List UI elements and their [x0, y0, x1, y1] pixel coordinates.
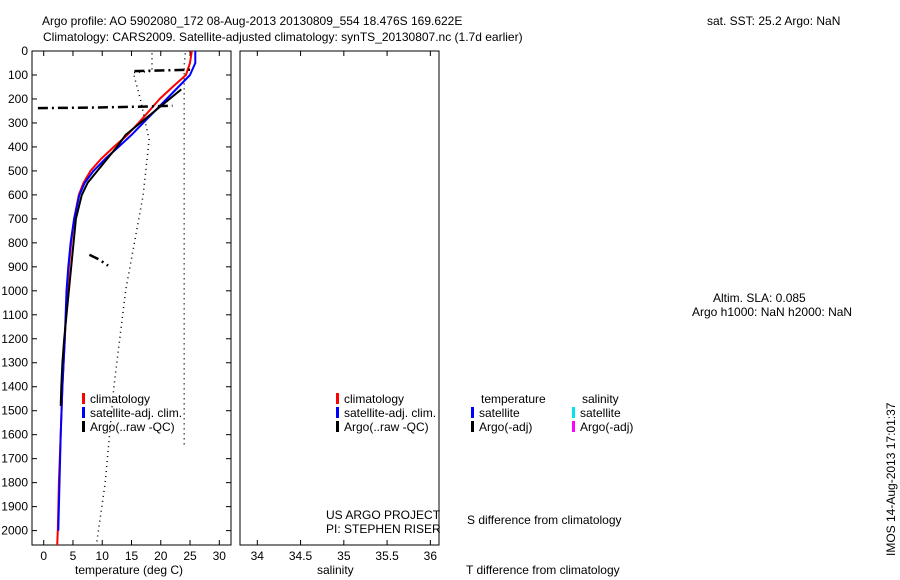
y-tick-label: 400	[8, 140, 28, 154]
y-tick-label: 1100	[2, 308, 28, 322]
plot-frame	[239, 50, 440, 546]
series-line-argo-raw-qc-	[59, 88, 182, 406]
x-tick-label: 25	[183, 549, 197, 563]
legend-item-argo: Argo(..raw -QC)	[82, 420, 182, 434]
x-tick-label: 35.5	[375, 549, 399, 563]
temperature-legend: climatology satellite-adj. clim. Argo(..…	[82, 392, 182, 434]
y-tick-label: 0	[21, 44, 28, 58]
x-tick-label: 34	[251, 549, 265, 563]
legend-item-satellite: satellite-adj. clim.	[336, 406, 436, 420]
figure-title-line1: Argo profile: AO 5902080_172 08-Aug-2013…	[42, 14, 463, 28]
y-tick-label: 300	[8, 116, 28, 130]
salinity-legend: climatology satellite-adj. clim. Argo(..…	[336, 392, 436, 434]
y-tick-label: 100	[8, 68, 28, 82]
x-tick-label: 15	[125, 549, 139, 563]
series-line-satellite-adj-clim-	[57, 51, 197, 531]
y-tick-label: 800	[8, 236, 28, 250]
y-tick-label: 1800	[1, 476, 28, 490]
series-line-argo-bad-240	[37, 104, 173, 110]
legend-item-argo: Argo(-adj)	[471, 420, 546, 434]
legend-item-satellite: satellite	[471, 406, 546, 420]
difference-legend-temperature: temperature satellite Argo(-adj)	[471, 392, 546, 434]
y-tick-label: 1600	[1, 428, 28, 442]
legend-swatch-cyan	[572, 407, 575, 418]
difference-x2label: S difference from climatology	[467, 513, 622, 527]
sst-map-title: sat. SST: 25.2 Argo: NaN	[707, 14, 841, 28]
series-line-argo-bad-870	[88, 253, 109, 267]
salinity-panel: 34 34.5 35 35.5 36	[239, 50, 440, 563]
x-tick-label: 30	[213, 549, 227, 563]
x-tick-label: 35	[337, 549, 351, 563]
y-tick-label: 700	[8, 212, 28, 226]
y-tick-label: 500	[8, 164, 28, 178]
y-tick-label: 1900	[1, 500, 28, 514]
y-tick-label: 900	[8, 260, 28, 274]
y-tick-label: 2000	[1, 524, 28, 538]
temperature-panel: 0 5 10 15 20 25 300100200300400500600700800900…	[1, 44, 232, 563]
series-line-range-right	[183, 53, 187, 447]
temperature-xlabel: temperature (deg C)	[75, 563, 184, 577]
timestamp-stamp: IMOS 14-Aug-2013 17:01:37	[884, 402, 898, 556]
legend-swatch-magenta	[572, 421, 575, 432]
y-tick-label: 600	[8, 188, 28, 202]
sla-map-subtitle: Argo h1000: NaN h2000: NaN	[692, 305, 853, 319]
plot-frame	[31, 50, 232, 546]
series-group	[37, 51, 197, 545]
x-tick-label: 36	[424, 549, 438, 563]
y-tick-label: 1300	[1, 356, 28, 370]
legend-swatch-black	[82, 421, 85, 432]
legend-item-satellite: satellite-adj. clim.	[82, 406, 182, 420]
legend-item-climatology: climatology	[82, 392, 182, 406]
x-tick-label: 20	[154, 549, 168, 563]
legend-swatch-blue	[82, 407, 85, 418]
series-line-argo-bad-100	[134, 68, 191, 73]
salinity-xlabel: salinity	[317, 563, 354, 577]
annotation-pi: PI: STEPHEN RISER	[326, 522, 441, 536]
difference-xlabel: T difference from climatology	[466, 563, 620, 577]
y-tick-label: 200	[8, 92, 28, 106]
legend-swatch-blue	[471, 407, 474, 418]
sla-map-title: Altim. SLA: 0.085	[713, 291, 806, 305]
x-tick-label: 0	[40, 549, 47, 563]
y-tick-label: 1000	[1, 284, 28, 298]
legend-swatch-red	[82, 393, 85, 404]
y-tick-label: 1200	[1, 332, 28, 346]
y-tick-label: 1700	[1, 452, 28, 466]
legend-group-title: salinity	[582, 392, 619, 406]
legend-item-argo: Argo(..raw -QC)	[336, 420, 436, 434]
legend-item-satellite-salinity: satellite	[572, 406, 633, 420]
figure-title-line2: Climatology: CARS2009. Satellite-adjuste…	[43, 30, 523, 44]
legend-swatch-black	[471, 421, 474, 432]
legend-group-title: temperature	[481, 392, 546, 406]
y-tick-label: 1400	[1, 380, 28, 394]
annotation-project: US ARGO PROJECT	[326, 508, 441, 522]
legend-swatch-red	[336, 393, 339, 404]
x-tick-label: 34.5	[289, 549, 313, 563]
legend-swatch-blue	[336, 407, 339, 418]
y-tick-label: 1500	[1, 404, 28, 418]
legend-item-argo-salinity: Argo(-adj)	[572, 420, 633, 434]
x-tick-label: 10	[96, 549, 110, 563]
salinity-annotation: US ARGO PROJECT PI: STEPHEN RISER	[326, 508, 441, 536]
difference-legend-salinity: salinity satellite Argo(-adj)	[572, 392, 633, 434]
x-tick-label: 5	[70, 549, 77, 563]
legend-item-climatology: climatology	[336, 392, 436, 406]
legend-swatch-black	[336, 421, 339, 432]
